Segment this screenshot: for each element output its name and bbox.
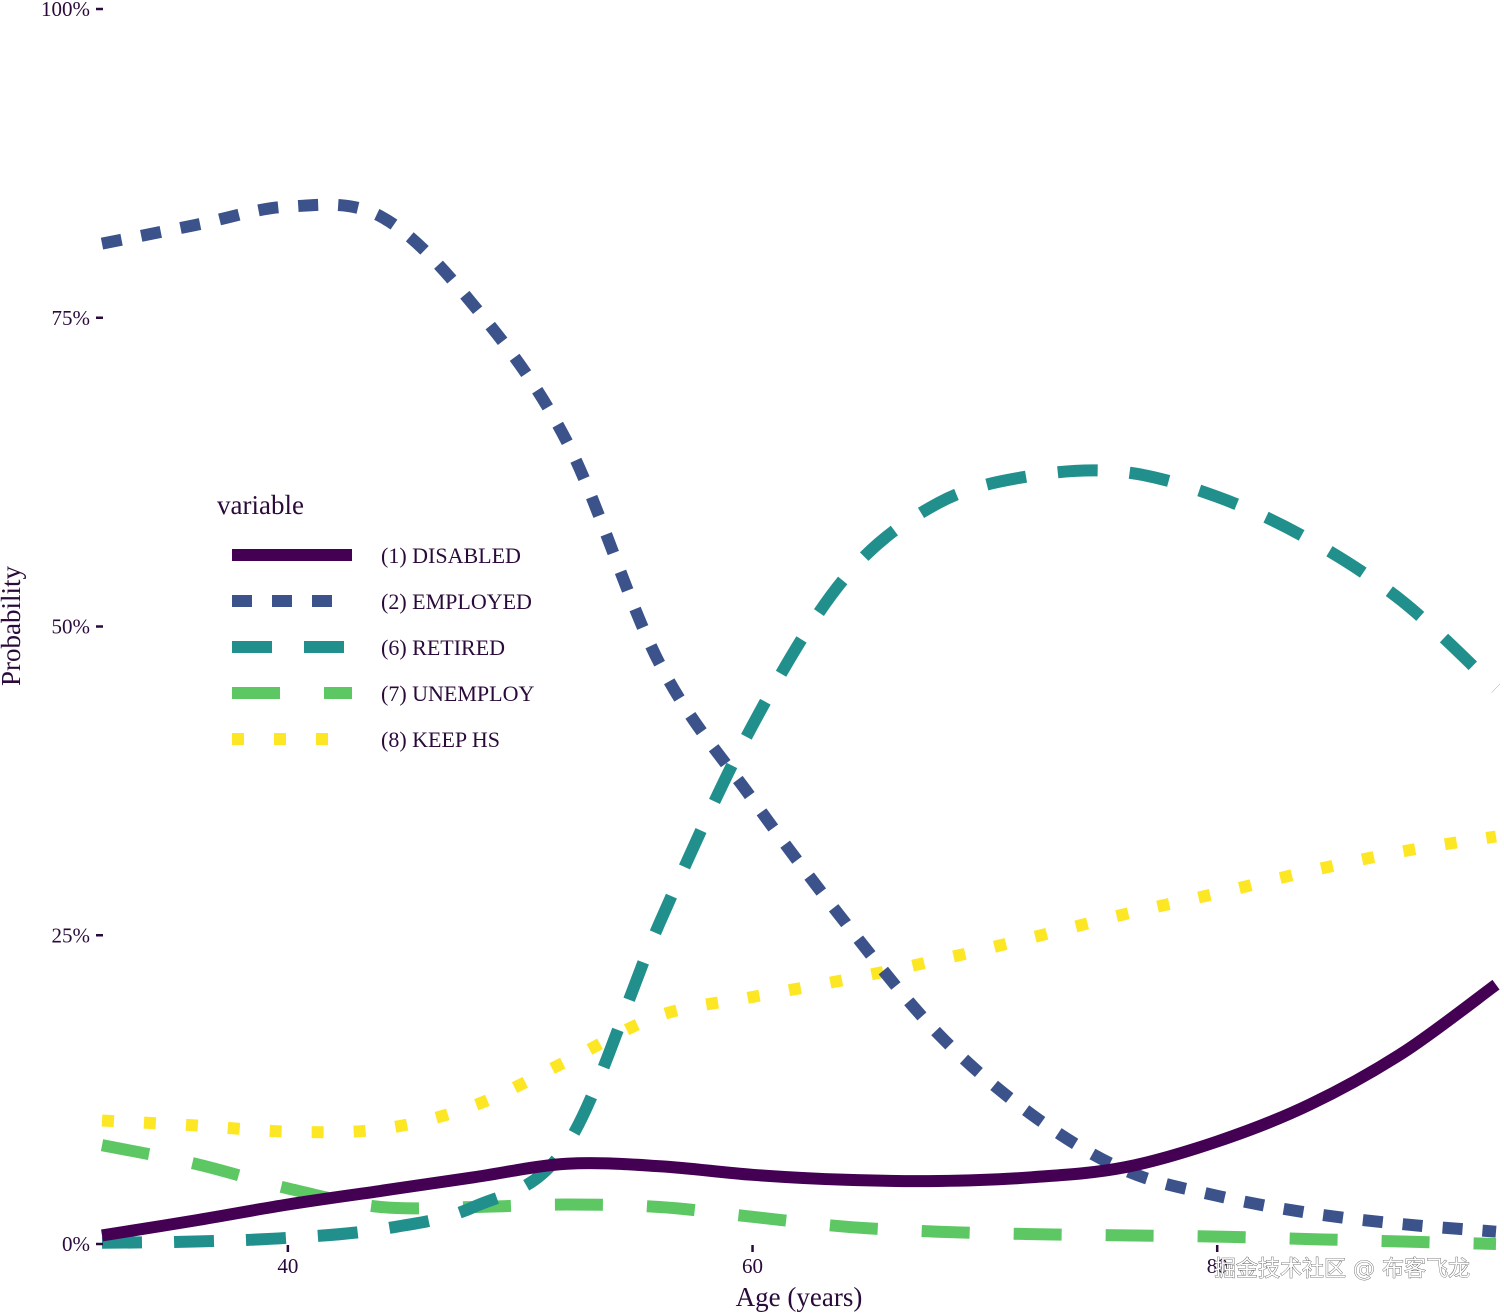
legend-title: variable bbox=[217, 490, 304, 520]
x-axis: 40 60 80 bbox=[277, 1245, 1228, 1278]
legend-label: (7) UNEMPLOY bbox=[381, 681, 534, 706]
watermark: 掘金技术社区 @ 布客飞龙 bbox=[1214, 1257, 1470, 1282]
series-line-2-employed bbox=[100, 198, 1497, 1238]
y-axis-title: Probability bbox=[0, 566, 26, 686]
y-tick-label: 0% bbox=[62, 1232, 90, 1256]
series-line-1-disabled bbox=[101, 979, 1500, 1242]
legend-label: (6) RETIRED bbox=[381, 635, 505, 660]
x-tick-label: 60 bbox=[742, 1254, 763, 1278]
y-tick-label: 25% bbox=[52, 923, 91, 947]
x-tick-label: 80 bbox=[1207, 1254, 1228, 1278]
legend-items: (1) DISABLED (2) EMPLOYED (6) RETIRED (7) U… bbox=[232, 543, 534, 752]
y-tick-label: 50% bbox=[52, 615, 91, 639]
legend-label: (1) DISABLED bbox=[381, 543, 521, 568]
series-line-7-unemploy bbox=[100, 1139, 1497, 1250]
y-tick-label: 75% bbox=[52, 306, 91, 330]
y-tick-label: 100% bbox=[41, 0, 90, 21]
series-line-8-keep-hs bbox=[101, 830, 1497, 1139]
legend-label: (8) KEEP HS bbox=[381, 727, 500, 752]
legend: variable (1) DISABLED (2) EMPLOYED (6) RET… bbox=[217, 490, 534, 752]
x-tick-label: 40 bbox=[277, 1254, 298, 1278]
series-layer bbox=[100, 198, 1501, 1250]
x-axis-title: Age (years) bbox=[736, 1282, 863, 1312]
legend-label: (2) EMPLOYED bbox=[381, 589, 532, 614]
y-axis: 0% 25% 50% 75% 100% bbox=[41, 0, 103, 1256]
